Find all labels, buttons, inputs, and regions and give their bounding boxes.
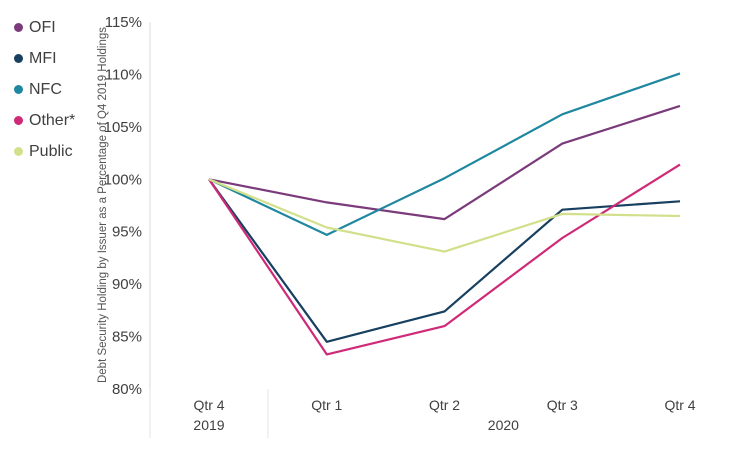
y-tick-label: 110% [105,66,142,83]
y-tick-label: 100% [104,171,142,188]
y-tick-label: 85% [112,329,142,346]
y-tick-label: 80% [112,381,142,398]
series-line-nfc [208,72,681,236]
y-tick-label: 90% [112,276,142,293]
series-line-ofi [208,104,681,221]
y-tick-label: 95% [112,224,142,241]
x-tick-label: Qtr 4 [193,397,224,413]
series-line-public [208,178,681,253]
legend-marker [14,23,23,32]
legend-label: NFC [29,80,62,98]
legend-item: Other* [14,105,75,136]
legend-item: MFI [14,43,75,74]
x-tick-label: Qtr 3 [547,397,578,413]
x-tick-label: Qtr 2 [429,397,460,413]
legend-label: Public [29,142,73,160]
legend-item: NFC [14,74,75,105]
y-tick-label: 115% [105,14,142,31]
legend-marker [14,147,23,156]
legend-label: OFI [29,18,56,36]
series-line-mfi [208,178,681,343]
legend: OFI MFI NFC Other* Public [14,12,75,167]
legend-label: Other* [29,111,76,129]
x-group-label: 2020 [488,417,519,433]
legend-item: OFI [14,12,75,43]
x-tick-label: Qtr 4 [664,397,695,413]
legend-marker [14,54,23,63]
y-tick-label: 105% [104,119,142,136]
x-tick-label: Qtr 1 [311,397,342,413]
legend-marker [14,116,23,125]
legend-marker [14,85,23,94]
legend-label: MFI [29,49,57,67]
legend-item: Public [14,136,75,167]
x-group-label: 2019 [193,417,224,433]
